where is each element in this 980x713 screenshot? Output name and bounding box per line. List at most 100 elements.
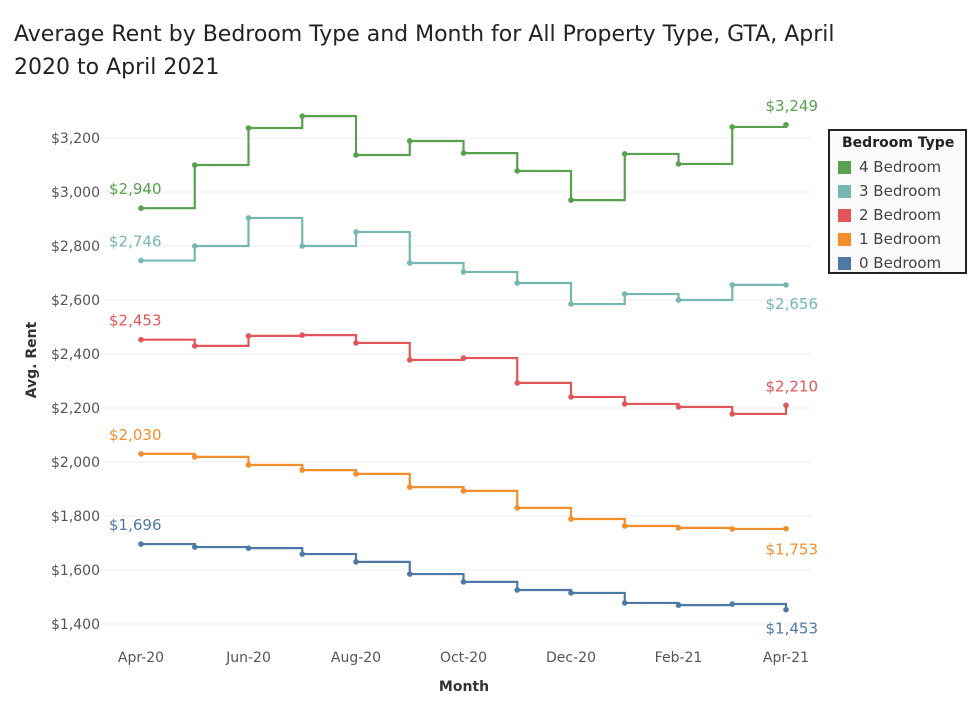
data-point (783, 525, 789, 532)
data-point (353, 340, 359, 346)
data-label-last: $1,753 (766, 541, 819, 559)
legend-label: 2 Bedroom (859, 206, 942, 224)
data-point (514, 380, 521, 386)
x-tick-label: Apr-21 (763, 650, 809, 666)
data-point (138, 451, 144, 457)
legend-swatch (838, 256, 851, 270)
x-axis-label: Month (439, 679, 489, 695)
y-tick-label: $1,600 (51, 563, 100, 579)
legend-item[interactable]: 1 Bedroom (838, 227, 957, 251)
legend-swatch (838, 160, 851, 174)
data-point (460, 150, 467, 156)
data-label-last: $2,210 (766, 377, 819, 395)
data-point (353, 229, 359, 235)
data-point (729, 282, 736, 288)
data-point (138, 336, 144, 343)
data-point (245, 125, 252, 131)
series-line-3-bedroom (141, 216, 786, 306)
data-point (460, 488, 467, 494)
y-tick-label: $2,000 (51, 455, 100, 471)
x-tick-label: Oct-20 (440, 650, 487, 666)
y-tick-label: $1,800 (51, 509, 100, 525)
data-point (621, 401, 628, 407)
x-tick-label: Dec-20 (546, 650, 596, 666)
data-point (138, 205, 144, 211)
data-point (729, 526, 736, 532)
data-point (568, 197, 574, 203)
y-tick-label: $2,200 (51, 401, 100, 417)
data-point (406, 571, 413, 577)
legend-swatch (838, 184, 851, 198)
data-point (514, 505, 521, 511)
y-tick-label: $2,600 (51, 293, 100, 309)
legend-label: 4 Bedroom (859, 158, 942, 176)
data-point (568, 516, 574, 522)
legend-label: 3 Bedroom (859, 182, 942, 200)
y-axis-label: Avg. Rent (24, 321, 40, 398)
data-point (729, 124, 736, 130)
data-label-first: $2,746 (109, 233, 162, 251)
data-point (568, 590, 574, 596)
data-point (675, 404, 682, 410)
data-label-last: $3,249 (766, 97, 819, 115)
legend-swatch (838, 232, 851, 246)
legend-label: 0 Bedroom (859, 254, 942, 272)
data-point (621, 600, 628, 606)
data-point (460, 269, 467, 275)
data-point (353, 559, 359, 565)
data-point (191, 454, 198, 460)
legend-title: Bedroom Type (842, 135, 955, 151)
data-label-last: $2,656 (766, 295, 819, 313)
data-point (783, 121, 789, 128)
x-tick-label: Jun-20 (225, 650, 271, 666)
data-label-first: $2,940 (109, 180, 162, 198)
data-point (406, 260, 413, 266)
data-point (299, 332, 306, 338)
data-point (621, 151, 628, 157)
data-point (729, 411, 736, 417)
data-label-first: $2,030 (109, 426, 162, 444)
data-point (783, 606, 789, 613)
legend-item[interactable]: 2 Bedroom (838, 203, 957, 227)
data-point (675, 525, 682, 531)
data-point (245, 462, 252, 468)
data-point (245, 545, 252, 551)
data-point (138, 257, 144, 264)
data-point (568, 301, 574, 307)
legend-item[interactable]: 3 Bedroom (838, 179, 957, 203)
y-tick-label: $2,400 (51, 347, 100, 363)
data-point (460, 579, 467, 585)
y-tick-label: $1,400 (51, 617, 100, 633)
data-point (299, 551, 306, 557)
chart-title: Average Rent by Bedroom Type and Month f… (14, 22, 835, 80)
data-point (406, 357, 413, 363)
data-label-first: $2,453 (109, 312, 162, 330)
legend-swatch (838, 208, 851, 222)
legend-item[interactable]: 0 Bedroom (838, 251, 957, 275)
y-tick-label: $3,000 (51, 185, 100, 201)
data-point (245, 215, 252, 221)
data-point (406, 138, 413, 144)
data-point (675, 161, 682, 167)
x-tick-label: Apr-20 (118, 650, 164, 666)
data-point (245, 333, 252, 339)
data-point (514, 587, 521, 593)
data-point (406, 484, 413, 490)
data-point (514, 280, 521, 286)
data-point (353, 152, 359, 158)
data-point (299, 113, 306, 119)
y-tick-label: $3,200 (51, 131, 100, 147)
data-point (460, 355, 467, 361)
data-point (621, 523, 628, 529)
data-point (675, 297, 682, 303)
series-line-2-bedroom (141, 334, 788, 416)
series-line-0-bedroom (141, 542, 788, 610)
data-point (729, 601, 736, 607)
data-point (191, 544, 198, 550)
data-label-last: $1,453 (766, 620, 819, 638)
data-label-first: $1,696 (109, 516, 162, 534)
data-point (568, 394, 574, 400)
data-point (783, 282, 789, 288)
legend-item[interactable]: 4 Bedroom (838, 155, 957, 179)
